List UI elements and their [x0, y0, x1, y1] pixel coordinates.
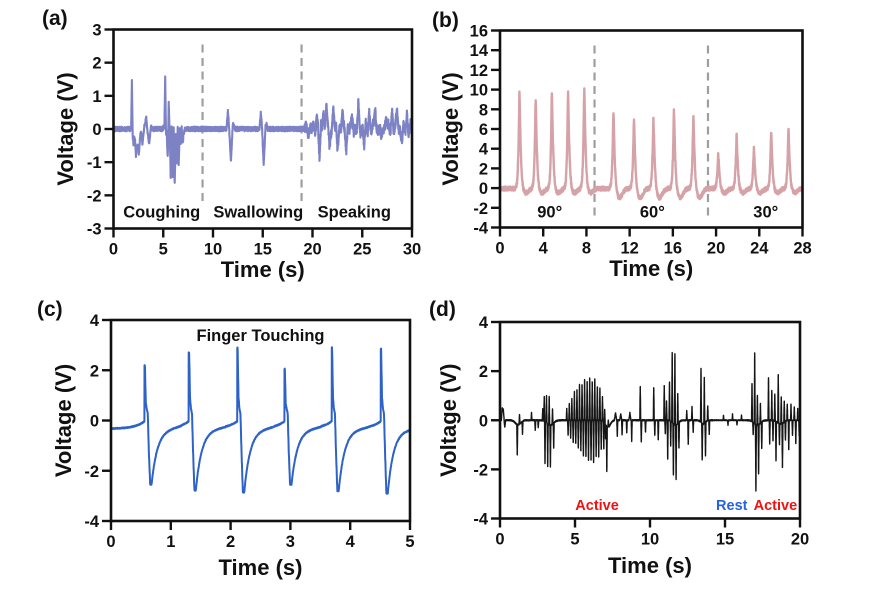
- panel-a-annotation-2: Swallowing: [213, 204, 303, 222]
- panel-a-ytick-label: -2: [87, 187, 102, 205]
- panel-b-ytick-label: 8: [479, 101, 488, 119]
- panel-b-axes-box: [498, 29, 804, 229]
- panel-d-annotation-1: Active: [575, 498, 619, 514]
- panel-d-ytick-label: 0: [479, 412, 488, 430]
- panel-a-xtick-label: 0: [109, 241, 118, 259]
- panel-b-trace: [498, 87, 804, 201]
- panel-d-ytick-label: -4: [473, 511, 488, 529]
- panel-b-annotation-1: 90°: [537, 204, 562, 222]
- panel-c-ytick-label: 0: [90, 413, 99, 431]
- panel-d-ytick-label: -2: [473, 461, 488, 479]
- panel-a-ytick-label: -3: [87, 221, 102, 239]
- panel-b-ytick-label: 10: [470, 82, 488, 100]
- panel-c-trace: [110, 346, 411, 495]
- panel-b-annotation-2: 60°: [640, 204, 665, 222]
- panel-d-xtick-label: 0: [495, 531, 504, 549]
- panel-a-ytick-label: 0: [92, 121, 101, 139]
- panel-d: 0 5 10 15 20 -4 -2 0 2 4 Time (s) Voltage (V) (d) Act…: [429, 298, 809, 578]
- panel-c-ytick-label: 4: [90, 312, 100, 330]
- panel-d-ytick-label: 2: [479, 363, 488, 381]
- panel-a-xtick-label: 10: [204, 241, 222, 259]
- panel-a-letter: (a): [42, 7, 68, 30]
- panel-c-ylabel: Voltage (V): [51, 364, 76, 477]
- panel-a-ytick-label: 2: [92, 55, 101, 73]
- panel-c-xtick-label: 0: [106, 533, 115, 551]
- panel-b-xtick-label: 8: [582, 240, 591, 258]
- panel-c-xtick-label: 3: [286, 533, 295, 551]
- panel-d-xtick-label: 20: [791, 531, 809, 549]
- panel-a-xtick-label: 20: [303, 241, 321, 259]
- panel-b-ytick-label: 0: [479, 180, 488, 198]
- panel-c-xtick-label: 2: [226, 533, 235, 551]
- panel-b-annotation-3: 30°: [753, 204, 778, 222]
- panel-b-xtick-label: 28: [793, 240, 811, 258]
- panel-c-ytick-label: -2: [84, 463, 99, 481]
- panel-b-ytick-label: -2: [473, 200, 488, 218]
- panel-d-letter: (d): [429, 298, 456, 321]
- panel-c-xtick-label: 1: [166, 533, 175, 551]
- panel-b-xtick-label: 4: [539, 240, 549, 258]
- panel-b-ytick-label: 4: [479, 141, 489, 159]
- panel-b-letter: (b): [432, 9, 459, 32]
- panel-b-ytick-label: 6: [479, 121, 488, 139]
- panel-a-ytick-label: 3: [92, 22, 101, 40]
- panel-c-xlabel: Time (s): [219, 555, 303, 580]
- panel-a-ytick-label: -1: [87, 154, 102, 172]
- panel-a-ytick-label: 1: [92, 88, 101, 106]
- panel-d-xtick-label: 5: [570, 531, 579, 549]
- panel-a-xtick-label: 15: [254, 241, 272, 259]
- panel-c-xtick-label: 4: [346, 533, 356, 551]
- panel-b-xtick-label: 20: [707, 240, 725, 258]
- panel-c-annotation-1: Finger Touching: [196, 327, 324, 345]
- panel-a: 0 5 10 15 20 25 30 -3 -2 -1 0 1 2 3 Time (s) Voltage (V…: [42, 7, 421, 282]
- panel-a-annotation-1: Coughing: [123, 204, 200, 222]
- panel-a-axes-box: [112, 28, 414, 230]
- panel-d-ylabel: Voltage (V): [436, 364, 461, 477]
- panel-a-xtick-label: 5: [159, 241, 168, 259]
- panel-b-ylabel: Voltage (V): [438, 72, 463, 185]
- panel-c-xtick-label: 5: [405, 533, 414, 551]
- panel-b-xtick-label: 0: [495, 240, 504, 258]
- panel-d-annotation-3: Active: [754, 498, 798, 514]
- panel-b-xtick-label: 16: [664, 240, 682, 258]
- panel-d-xtick-label: 10: [641, 531, 659, 549]
- panel-d-annotation-2: Rest: [716, 498, 748, 514]
- panel-a-annotation-3: Speaking: [318, 204, 391, 222]
- panel-c-ytick-label: 2: [90, 362, 99, 380]
- panel-b-xtick-label: 24: [750, 240, 769, 258]
- panel-b-xtick-label: 12: [620, 240, 638, 258]
- panel-b-xlabel: Time (s): [609, 256, 693, 281]
- panel-d-xlabel: Time (s): [608, 553, 692, 578]
- panel-d-ytick-label: 4: [479, 314, 489, 332]
- panel-b-ytick-label: -4: [473, 220, 488, 238]
- panel-c-letter: (c): [37, 298, 63, 321]
- panel-a-trace: [112, 75, 414, 184]
- panel-d-trace: [499, 351, 801, 492]
- panel-a-xlabel: Time (s): [221, 257, 305, 282]
- panel-c-axes-box: [109, 318, 412, 523]
- panel-b-ytick-label: 16: [470, 23, 488, 41]
- panel-c-ytick-label: -4: [84, 513, 99, 531]
- panel-d-axes-box: [498, 320, 802, 520]
- panel-a-xtick-label: 25: [353, 241, 371, 259]
- panel-a-ylabel: Voltage (V): [53, 72, 78, 185]
- panel-d-xtick-label: 15: [716, 531, 734, 549]
- panel-c: 0 1 2 3 4 5 -4 -2 0 2 4 Time (s) Voltage (V) (c) Finge…: [37, 298, 415, 580]
- panel-b-ytick-label: 14: [470, 42, 489, 60]
- panel-a-xtick-label: 30: [403, 241, 421, 259]
- panel-b-ytick-label: 2: [479, 160, 488, 178]
- panel-b-ytick-label: 12: [470, 62, 488, 80]
